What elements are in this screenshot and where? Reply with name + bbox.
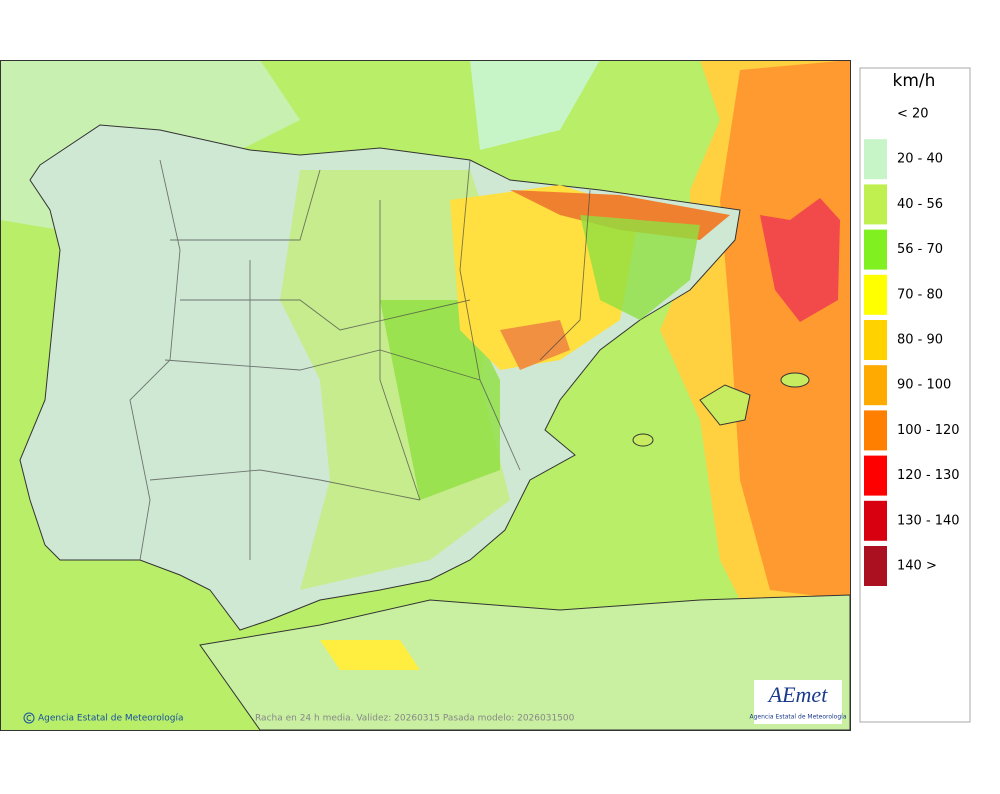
storm-core xyxy=(760,198,840,322)
legend-swatch xyxy=(864,94,887,134)
legend-label: 70 - 80 xyxy=(897,287,943,302)
ibiza xyxy=(632,433,654,447)
borders xyxy=(129,159,591,561)
legend-title: km/h xyxy=(893,71,936,91)
legend-swatch xyxy=(864,546,887,586)
legend-label: 80 - 90 xyxy=(897,333,943,348)
legend-label: 100 - 120 xyxy=(897,423,960,438)
legend-swatch xyxy=(864,410,887,451)
legend-label: 130 - 140 xyxy=(897,513,960,528)
legend-swatch xyxy=(864,184,887,225)
biscay-calm xyxy=(470,61,600,150)
map: AEmet Agencia Estatal de Meteorología Ag… xyxy=(1,61,850,730)
legend-label: 20 - 40 xyxy=(897,152,943,167)
legend-label: 90 - 100 xyxy=(897,378,951,393)
legend-swatch xyxy=(864,365,887,406)
copyright-c xyxy=(26,715,32,721)
menorca xyxy=(780,372,810,388)
med-strong xyxy=(720,61,850,600)
legend-label: 56 - 70 xyxy=(897,242,943,257)
wind-zone-56-70 xyxy=(380,300,500,500)
legend-swatch xyxy=(864,274,887,315)
logo: AEmet xyxy=(767,682,829,707)
legend-label: 120 - 130 xyxy=(897,468,960,483)
legend-swatch xyxy=(864,229,887,270)
caption: Racha en 24 h media. Validez: 20260315 P… xyxy=(255,714,575,724)
alboran-gusts xyxy=(320,640,420,670)
logo-box xyxy=(754,680,842,724)
map-frame xyxy=(0,60,851,731)
credit: Agencia Estatal de Meteorología xyxy=(38,714,184,724)
legend-swatch xyxy=(864,500,887,541)
mallorca xyxy=(699,384,751,426)
legend-swatch xyxy=(864,320,887,360)
catalonia-wind xyxy=(580,215,700,320)
logo-subtitle: Agencia Estatal de Meteorología xyxy=(750,714,847,721)
copyright-icon xyxy=(23,712,35,724)
legend-swatch xyxy=(864,455,887,496)
iberico-gusts xyxy=(500,320,570,370)
north-africa xyxy=(199,594,850,730)
legend-swatch xyxy=(864,139,887,180)
legend-label: < 20 xyxy=(897,107,929,122)
legend-label: 140 > xyxy=(897,559,937,574)
legend-label: 40 - 56 xyxy=(897,197,943,212)
